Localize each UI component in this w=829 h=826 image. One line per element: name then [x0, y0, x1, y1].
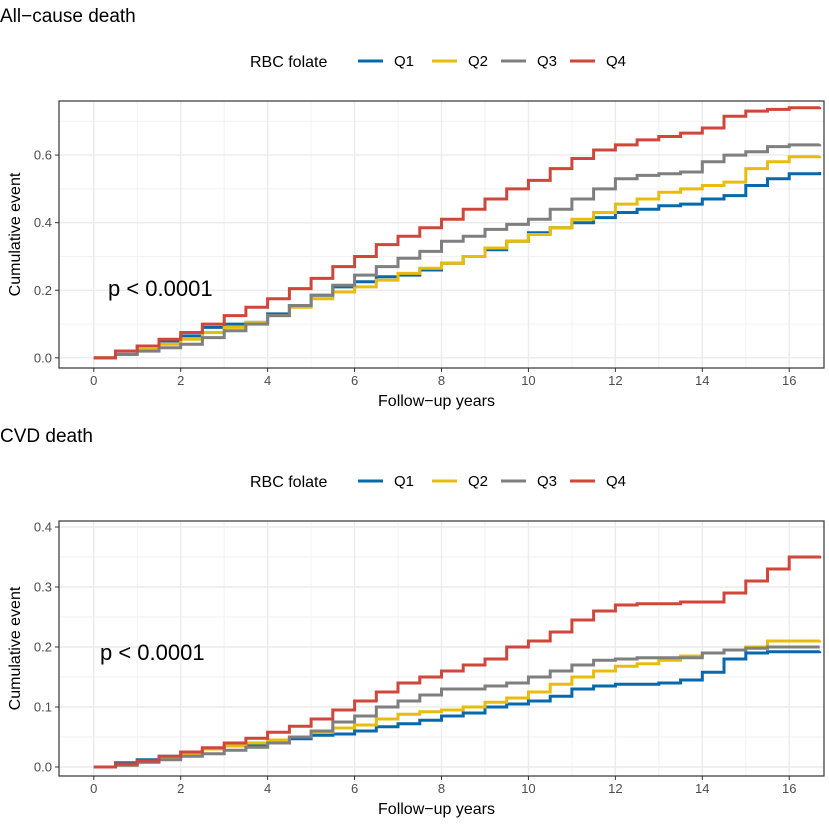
- x-tick-label: 10: [521, 373, 535, 388]
- x-tick-label: 4: [264, 781, 271, 796]
- x-tick-label: 0: [90, 373, 97, 388]
- y-tick-label: 0.3: [34, 580, 52, 595]
- x-axis-title: Follow−up years: [378, 393, 495, 410]
- legend-label-q3: Q3: [537, 53, 557, 70]
- legend-title: RBC folate: [250, 54, 327, 71]
- legend-label-q2: Q2: [468, 473, 488, 490]
- x-tick-label: 2: [177, 373, 184, 388]
- legend-label-q4: Q4: [606, 473, 626, 490]
- y-tick-label: 0.1: [34, 700, 52, 715]
- legend: RBC folate Q1 Q2 Q3 Q4: [250, 53, 626, 71]
- x-tick-label: 4: [264, 373, 271, 388]
- series-line-q4: [93, 555, 822, 769]
- y-tick-label: 0.4: [34, 520, 52, 535]
- x-tick-label: 6: [351, 781, 358, 796]
- chart-panel-2: CVD death RBC folate Q1 Q2 Q3 Q4 0 2 4 6 8 10 12 14 16…: [0, 426, 825, 818]
- legend-title: RBC folate: [250, 474, 327, 491]
- y-axis-title: Cumulative event: [7, 172, 24, 296]
- x-tick-label: 6: [351, 373, 358, 388]
- x-tick-label: 16: [782, 781, 796, 796]
- plot-border: [58, 100, 825, 369]
- y-tick-label: 0.2: [34, 640, 52, 655]
- x-tick-label: 12: [608, 781, 622, 796]
- x-tick-label: 0: [90, 781, 97, 796]
- x-tick-label: 14: [695, 781, 709, 796]
- plot-border: [58, 520, 825, 777]
- series-lines: [93, 555, 822, 769]
- legend: RBC folate Q1 Q2 Q3 Q4: [250, 473, 626, 491]
- x-tick-label: 8: [438, 781, 445, 796]
- y-tick-label: 0.6: [34, 148, 52, 163]
- y-axis-title: Cumulative event: [7, 586, 24, 710]
- series-line-q3: [93, 143, 822, 360]
- series-line-q3: [93, 645, 820, 769]
- legend-label-q4: Q4: [606, 53, 626, 70]
- legend-label-q3: Q3: [537, 473, 557, 490]
- y-tick-label: 0.2: [34, 283, 52, 298]
- series-lines: [93, 106, 822, 360]
- x-tick-label: 16: [782, 373, 796, 388]
- p-value-annotation: p < 0.0001: [108, 276, 213, 301]
- chart-panel-1: All−cause death RBC folate Q1 Q2 Q3 Q4 0 2 4 6 8 10…: [0, 6, 825, 410]
- chart-title: CVD death: [0, 426, 93, 447]
- series-line-q4: [93, 106, 822, 360]
- y-tick-label: 0.4: [34, 215, 52, 230]
- x-tick-label: 12: [608, 373, 622, 388]
- chart-title: All−cause death: [0, 6, 136, 27]
- x-tick-label: 14: [695, 373, 709, 388]
- y-tick-label: 0.0: [34, 760, 52, 775]
- legend-label-q1: Q1: [394, 53, 414, 70]
- y-tick-label: 0.0: [34, 350, 52, 365]
- x-tick-label: 10: [521, 781, 535, 796]
- legend-label-q1: Q1: [394, 473, 414, 490]
- x-axis-title: Follow−up years: [378, 801, 495, 818]
- x-tick-label: 8: [438, 373, 445, 388]
- legend-label-q2: Q2: [468, 53, 488, 70]
- x-tick-label: 2: [177, 781, 184, 796]
- p-value-annotation: p < 0.0001: [100, 640, 205, 665]
